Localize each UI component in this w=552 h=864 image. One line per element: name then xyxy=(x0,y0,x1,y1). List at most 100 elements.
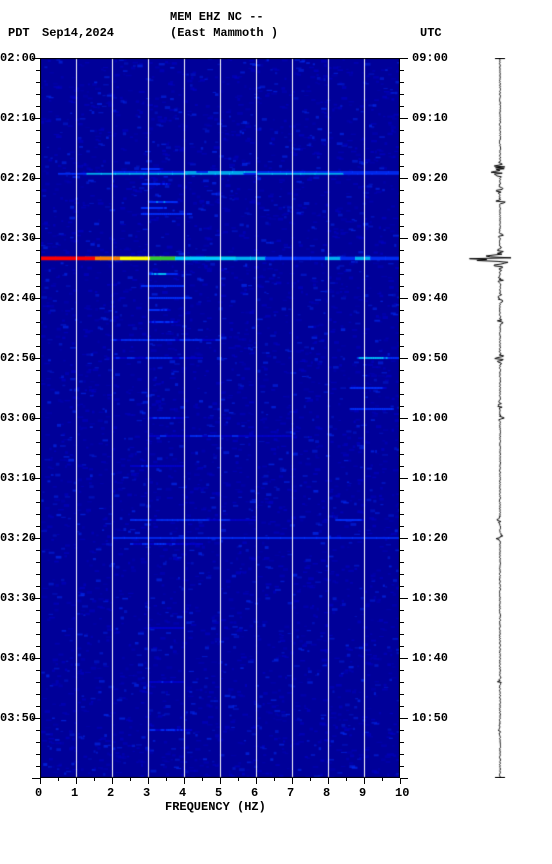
y-right-tick xyxy=(400,658,408,659)
y-right-tick xyxy=(400,586,404,587)
y-right-tick xyxy=(400,322,404,323)
y-right-tick xyxy=(400,298,408,299)
y-right-tick-label: 10:20 xyxy=(412,531,448,545)
y-left-tick xyxy=(36,310,40,311)
y-right-tick xyxy=(400,130,404,131)
x-minor-tick xyxy=(310,778,311,781)
y-right-tick-label: 10:00 xyxy=(412,411,448,425)
y-right-tick-label: 09:00 xyxy=(412,51,448,65)
x-minor-tick xyxy=(274,778,275,781)
y-right-tick-label: 10:50 xyxy=(412,711,448,725)
y-left-tick xyxy=(36,682,40,683)
x-tick-label: 10 xyxy=(395,786,409,800)
y-right-tick xyxy=(400,454,404,455)
y-left-tick xyxy=(32,358,40,359)
y-left-tick xyxy=(32,598,40,599)
x-tick-label: 7 xyxy=(287,786,294,800)
spectrogram-plot xyxy=(40,58,400,778)
x-tick-label: 2 xyxy=(107,786,114,800)
y-left-tick xyxy=(36,94,40,95)
y-right-tick xyxy=(400,310,404,311)
y-right-tick xyxy=(400,382,404,383)
y-right-tick xyxy=(400,334,404,335)
y-left-tick-label: 03:40 xyxy=(0,651,36,665)
y-right-tick xyxy=(400,286,404,287)
y-left-tick xyxy=(36,334,40,335)
y-right-tick xyxy=(400,406,404,407)
x-tick xyxy=(112,778,113,784)
y-left-tick xyxy=(36,346,40,347)
x-tick xyxy=(76,778,77,784)
y-left-tick xyxy=(36,766,40,767)
y-left-tick-label: 03:20 xyxy=(0,531,36,545)
x-tick xyxy=(40,778,41,784)
x-minor-tick xyxy=(94,778,95,781)
y-left-tick xyxy=(32,118,40,119)
y-right-tick xyxy=(400,538,408,539)
y-left-tick xyxy=(36,262,40,263)
y-left-tick xyxy=(32,178,40,179)
x-tick-label: 0 xyxy=(35,786,42,800)
y-left-tick xyxy=(36,274,40,275)
date-label: Sep14,2024 xyxy=(42,26,114,40)
y-left-tick xyxy=(36,286,40,287)
x-tick xyxy=(148,778,149,784)
y-right-tick xyxy=(400,514,404,515)
y-left-tick xyxy=(32,658,40,659)
x-tick-label: 4 xyxy=(179,786,186,800)
y-right-tick xyxy=(400,142,404,143)
x-axis-label: FREQUENCY (HZ) xyxy=(165,800,266,814)
y-right-tick xyxy=(400,214,404,215)
y-left-tick xyxy=(36,442,40,443)
y-right-tick xyxy=(400,118,408,119)
y-right-tick xyxy=(400,106,404,107)
x-tick-label: 6 xyxy=(251,786,258,800)
station-label: MEM EHZ NC -- xyxy=(170,10,264,24)
y-left-tick-label: 02:00 xyxy=(0,51,36,65)
x-tick xyxy=(292,778,293,784)
y-right-tick xyxy=(400,58,408,59)
y-right-tick xyxy=(400,250,404,251)
y-left-tick xyxy=(36,550,40,551)
y-right-tick xyxy=(400,370,404,371)
right-timezone-label: UTC xyxy=(420,26,442,40)
y-left-tick xyxy=(36,502,40,503)
y-left-tick xyxy=(36,610,40,611)
y-right-tick xyxy=(400,622,404,623)
y-left-tick-label: 03:00 xyxy=(0,411,36,425)
y-left-tick xyxy=(36,742,40,743)
y-left-tick xyxy=(36,730,40,731)
y-left-tick xyxy=(36,574,40,575)
y-right-tick xyxy=(400,82,404,83)
y-left-tick xyxy=(36,694,40,695)
y-right-tick xyxy=(400,490,404,491)
y-left-tick xyxy=(36,142,40,143)
y-right-tick xyxy=(400,166,404,167)
y-left-tick xyxy=(32,58,40,59)
y-left-tick-label: 02:50 xyxy=(0,351,36,365)
y-right-tick xyxy=(400,754,404,755)
y-right-tick xyxy=(400,442,404,443)
y-left-tick xyxy=(36,706,40,707)
y-left-tick xyxy=(32,418,40,419)
y-left-tick xyxy=(36,754,40,755)
y-left-tick xyxy=(36,670,40,671)
y-right-tick xyxy=(400,466,404,467)
y-right-tick xyxy=(400,682,404,683)
y-right-tick-label: 09:40 xyxy=(412,291,448,305)
y-right-tick xyxy=(400,610,404,611)
y-left-tick xyxy=(36,166,40,167)
y-left-tick xyxy=(36,82,40,83)
x-minor-tick xyxy=(58,778,59,781)
y-right-tick xyxy=(400,670,404,671)
y-left-tick xyxy=(32,478,40,479)
y-right-tick xyxy=(400,718,408,719)
y-left-tick xyxy=(36,466,40,467)
y-left-tick xyxy=(36,454,40,455)
y-left-tick-label: 02:20 xyxy=(0,171,36,185)
y-left-tick-label: 02:10 xyxy=(0,111,36,125)
y-left-tick xyxy=(36,586,40,587)
x-tick xyxy=(220,778,221,784)
y-right-tick-label: 09:30 xyxy=(412,231,448,245)
x-tick xyxy=(328,778,329,784)
